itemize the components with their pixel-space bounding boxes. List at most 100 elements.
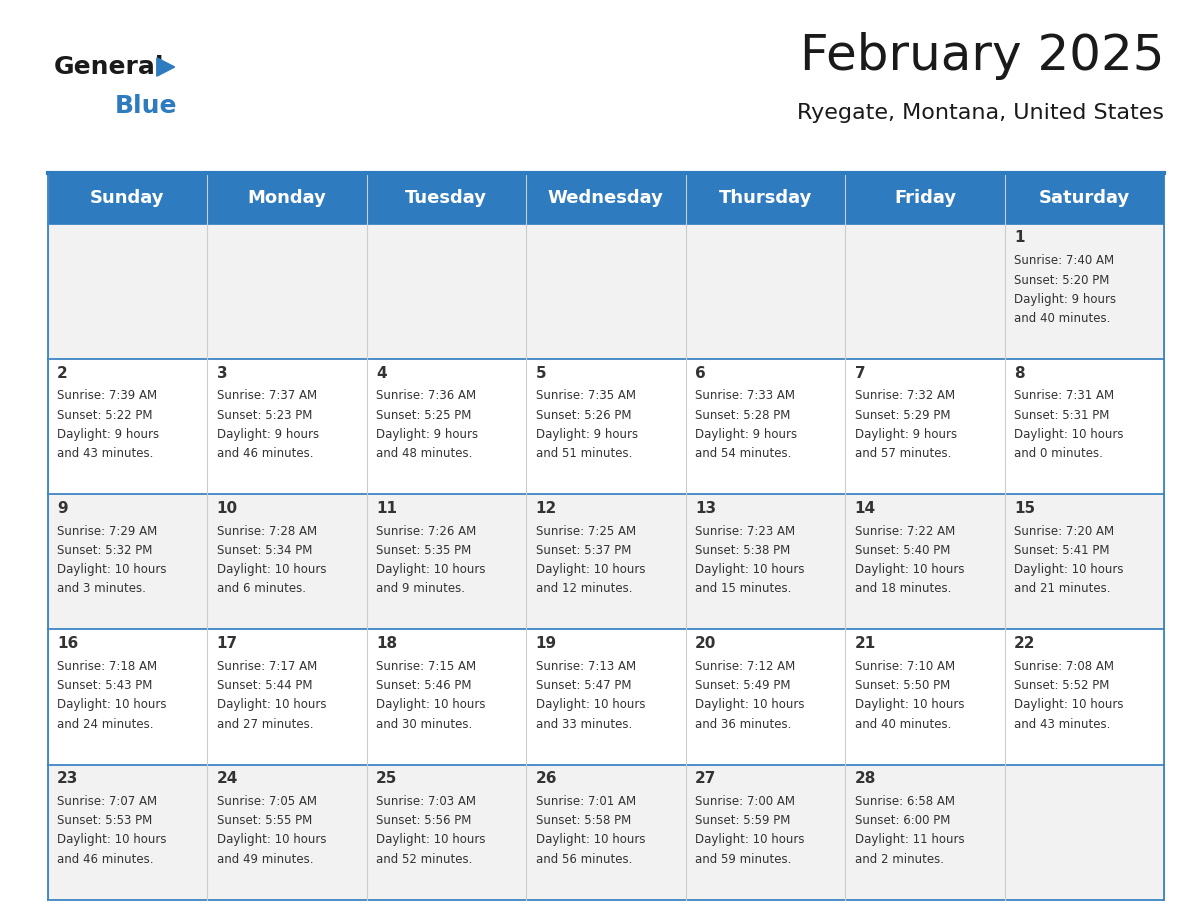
Text: Daylight: 10 hours: Daylight: 10 hours (536, 563, 645, 577)
Text: and 12 minutes.: and 12 minutes. (536, 582, 632, 596)
Text: Sunset: 5:38 PM: Sunset: 5:38 PM (695, 543, 790, 557)
Text: 26: 26 (536, 771, 557, 786)
Text: 21: 21 (854, 636, 876, 651)
Text: Sunset: 5:32 PM: Sunset: 5:32 PM (57, 543, 152, 557)
Text: Daylight: 9 hours: Daylight: 9 hours (695, 428, 797, 441)
Text: Sunset: 5:29 PM: Sunset: 5:29 PM (854, 409, 950, 421)
Text: Sunrise: 7:22 AM: Sunrise: 7:22 AM (854, 524, 955, 538)
Text: Sunrise: 7:37 AM: Sunrise: 7:37 AM (216, 389, 317, 402)
Text: Sunset: 5:23 PM: Sunset: 5:23 PM (216, 409, 312, 421)
Bar (526, 359, 685, 494)
Bar (367, 630, 526, 765)
Text: Sunday: Sunday (90, 189, 164, 207)
Text: 10: 10 (216, 500, 238, 516)
Bar (367, 494, 526, 630)
Text: Sunrise: 7:23 AM: Sunrise: 7:23 AM (695, 524, 795, 538)
Bar (845, 494, 1005, 630)
Bar (685, 494, 845, 630)
Text: Daylight: 10 hours: Daylight: 10 hours (695, 563, 804, 577)
Text: Sunrise: 7:40 AM: Sunrise: 7:40 AM (1015, 254, 1114, 267)
Text: Sunrise: 7:17 AM: Sunrise: 7:17 AM (216, 660, 317, 673)
Text: Sunrise: 7:32 AM: Sunrise: 7:32 AM (854, 389, 955, 402)
Text: 17: 17 (216, 636, 238, 651)
Text: and 36 minutes.: and 36 minutes. (695, 718, 791, 731)
Text: Sunrise: 7:01 AM: Sunrise: 7:01 AM (536, 795, 636, 808)
Bar (1005, 359, 1164, 494)
Bar (1005, 630, 1164, 765)
Text: and 6 minutes.: and 6 minutes. (216, 582, 305, 596)
Text: Monday: Monday (247, 189, 327, 207)
Text: Sunset: 5:35 PM: Sunset: 5:35 PM (377, 543, 472, 557)
Text: Sunset: 5:31 PM: Sunset: 5:31 PM (1015, 409, 1110, 421)
Text: Sunset: 5:22 PM: Sunset: 5:22 PM (57, 409, 152, 421)
Text: and 43 minutes.: and 43 minutes. (57, 447, 153, 460)
Text: Sunrise: 7:20 AM: Sunrise: 7:20 AM (1015, 524, 1114, 538)
Text: Daylight: 10 hours: Daylight: 10 hours (695, 834, 804, 846)
Text: Sunset: 5:53 PM: Sunset: 5:53 PM (57, 814, 152, 827)
Bar (845, 765, 1005, 900)
Text: 15: 15 (1015, 500, 1035, 516)
Text: Daylight: 10 hours: Daylight: 10 hours (854, 563, 965, 577)
Text: Sunrise: 7:00 AM: Sunrise: 7:00 AM (695, 795, 795, 808)
Bar (48, 630, 207, 765)
Text: and 51 minutes.: and 51 minutes. (536, 447, 632, 460)
Text: 5: 5 (536, 365, 546, 381)
Text: 20: 20 (695, 636, 716, 651)
Text: Daylight: 10 hours: Daylight: 10 hours (695, 699, 804, 711)
Text: Daylight: 10 hours: Daylight: 10 hours (377, 834, 486, 846)
Text: Ryegate, Montana, United States: Ryegate, Montana, United States (797, 103, 1164, 123)
Text: and 30 minutes.: and 30 minutes. (377, 718, 473, 731)
Text: and 27 minutes.: and 27 minutes. (216, 718, 314, 731)
Bar (845, 359, 1005, 494)
Text: Sunset: 5:28 PM: Sunset: 5:28 PM (695, 409, 790, 421)
Text: Tuesday: Tuesday (405, 189, 487, 207)
Text: Daylight: 9 hours: Daylight: 9 hours (377, 428, 479, 441)
Text: Sunrise: 7:18 AM: Sunrise: 7:18 AM (57, 660, 157, 673)
Text: Sunset: 5:47 PM: Sunset: 5:47 PM (536, 679, 631, 692)
Bar (48, 224, 207, 359)
Text: Sunset: 5:58 PM: Sunset: 5:58 PM (536, 814, 631, 827)
Text: and 49 minutes.: and 49 minutes. (216, 853, 314, 866)
Text: and 56 minutes.: and 56 minutes. (536, 853, 632, 866)
Text: Saturday: Saturday (1038, 189, 1130, 207)
Bar (207, 630, 367, 765)
Text: and 15 minutes.: and 15 minutes. (695, 582, 791, 596)
Text: 16: 16 (57, 636, 78, 651)
Text: Sunrise: 7:29 AM: Sunrise: 7:29 AM (57, 524, 157, 538)
Bar (685, 359, 845, 494)
Text: Sunrise: 7:39 AM: Sunrise: 7:39 AM (57, 389, 157, 402)
Text: 27: 27 (695, 771, 716, 786)
Text: Sunset: 5:46 PM: Sunset: 5:46 PM (377, 679, 472, 692)
Text: Sunrise: 7:28 AM: Sunrise: 7:28 AM (216, 524, 317, 538)
Text: Daylight: 9 hours: Daylight: 9 hours (216, 428, 318, 441)
Text: and 2 minutes.: and 2 minutes. (854, 853, 943, 866)
Bar (207, 224, 367, 359)
Text: 2: 2 (57, 365, 68, 381)
Text: Sunrise: 7:25 AM: Sunrise: 7:25 AM (536, 524, 636, 538)
Text: Sunrise: 7:10 AM: Sunrise: 7:10 AM (854, 660, 955, 673)
Text: and 40 minutes.: and 40 minutes. (1015, 312, 1111, 325)
Bar (526, 765, 685, 900)
Text: Daylight: 10 hours: Daylight: 10 hours (57, 699, 166, 711)
Text: Daylight: 10 hours: Daylight: 10 hours (1015, 699, 1124, 711)
Text: Daylight: 10 hours: Daylight: 10 hours (1015, 563, 1124, 577)
Text: and 40 minutes.: and 40 minutes. (854, 718, 952, 731)
Text: Thursday: Thursday (719, 189, 813, 207)
Text: Friday: Friday (893, 189, 956, 207)
Text: Sunrise: 7:26 AM: Sunrise: 7:26 AM (377, 524, 476, 538)
Text: 28: 28 (854, 771, 876, 786)
Text: and 54 minutes.: and 54 minutes. (695, 447, 791, 460)
Text: 9: 9 (57, 500, 68, 516)
Text: and 43 minutes.: and 43 minutes. (1015, 718, 1111, 731)
Bar (48, 173, 1164, 224)
Bar (207, 359, 367, 494)
Text: Sunset: 5:56 PM: Sunset: 5:56 PM (377, 814, 472, 827)
Text: 23: 23 (57, 771, 78, 786)
Bar (845, 630, 1005, 765)
Text: Sunset: 5:40 PM: Sunset: 5:40 PM (854, 543, 950, 557)
Text: Sunrise: 7:15 AM: Sunrise: 7:15 AM (377, 660, 476, 673)
Text: Sunrise: 7:07 AM: Sunrise: 7:07 AM (57, 795, 157, 808)
Bar (367, 765, 526, 900)
Text: Sunrise: 7:33 AM: Sunrise: 7:33 AM (695, 389, 795, 402)
Text: Sunset: 5:20 PM: Sunset: 5:20 PM (1015, 274, 1110, 286)
